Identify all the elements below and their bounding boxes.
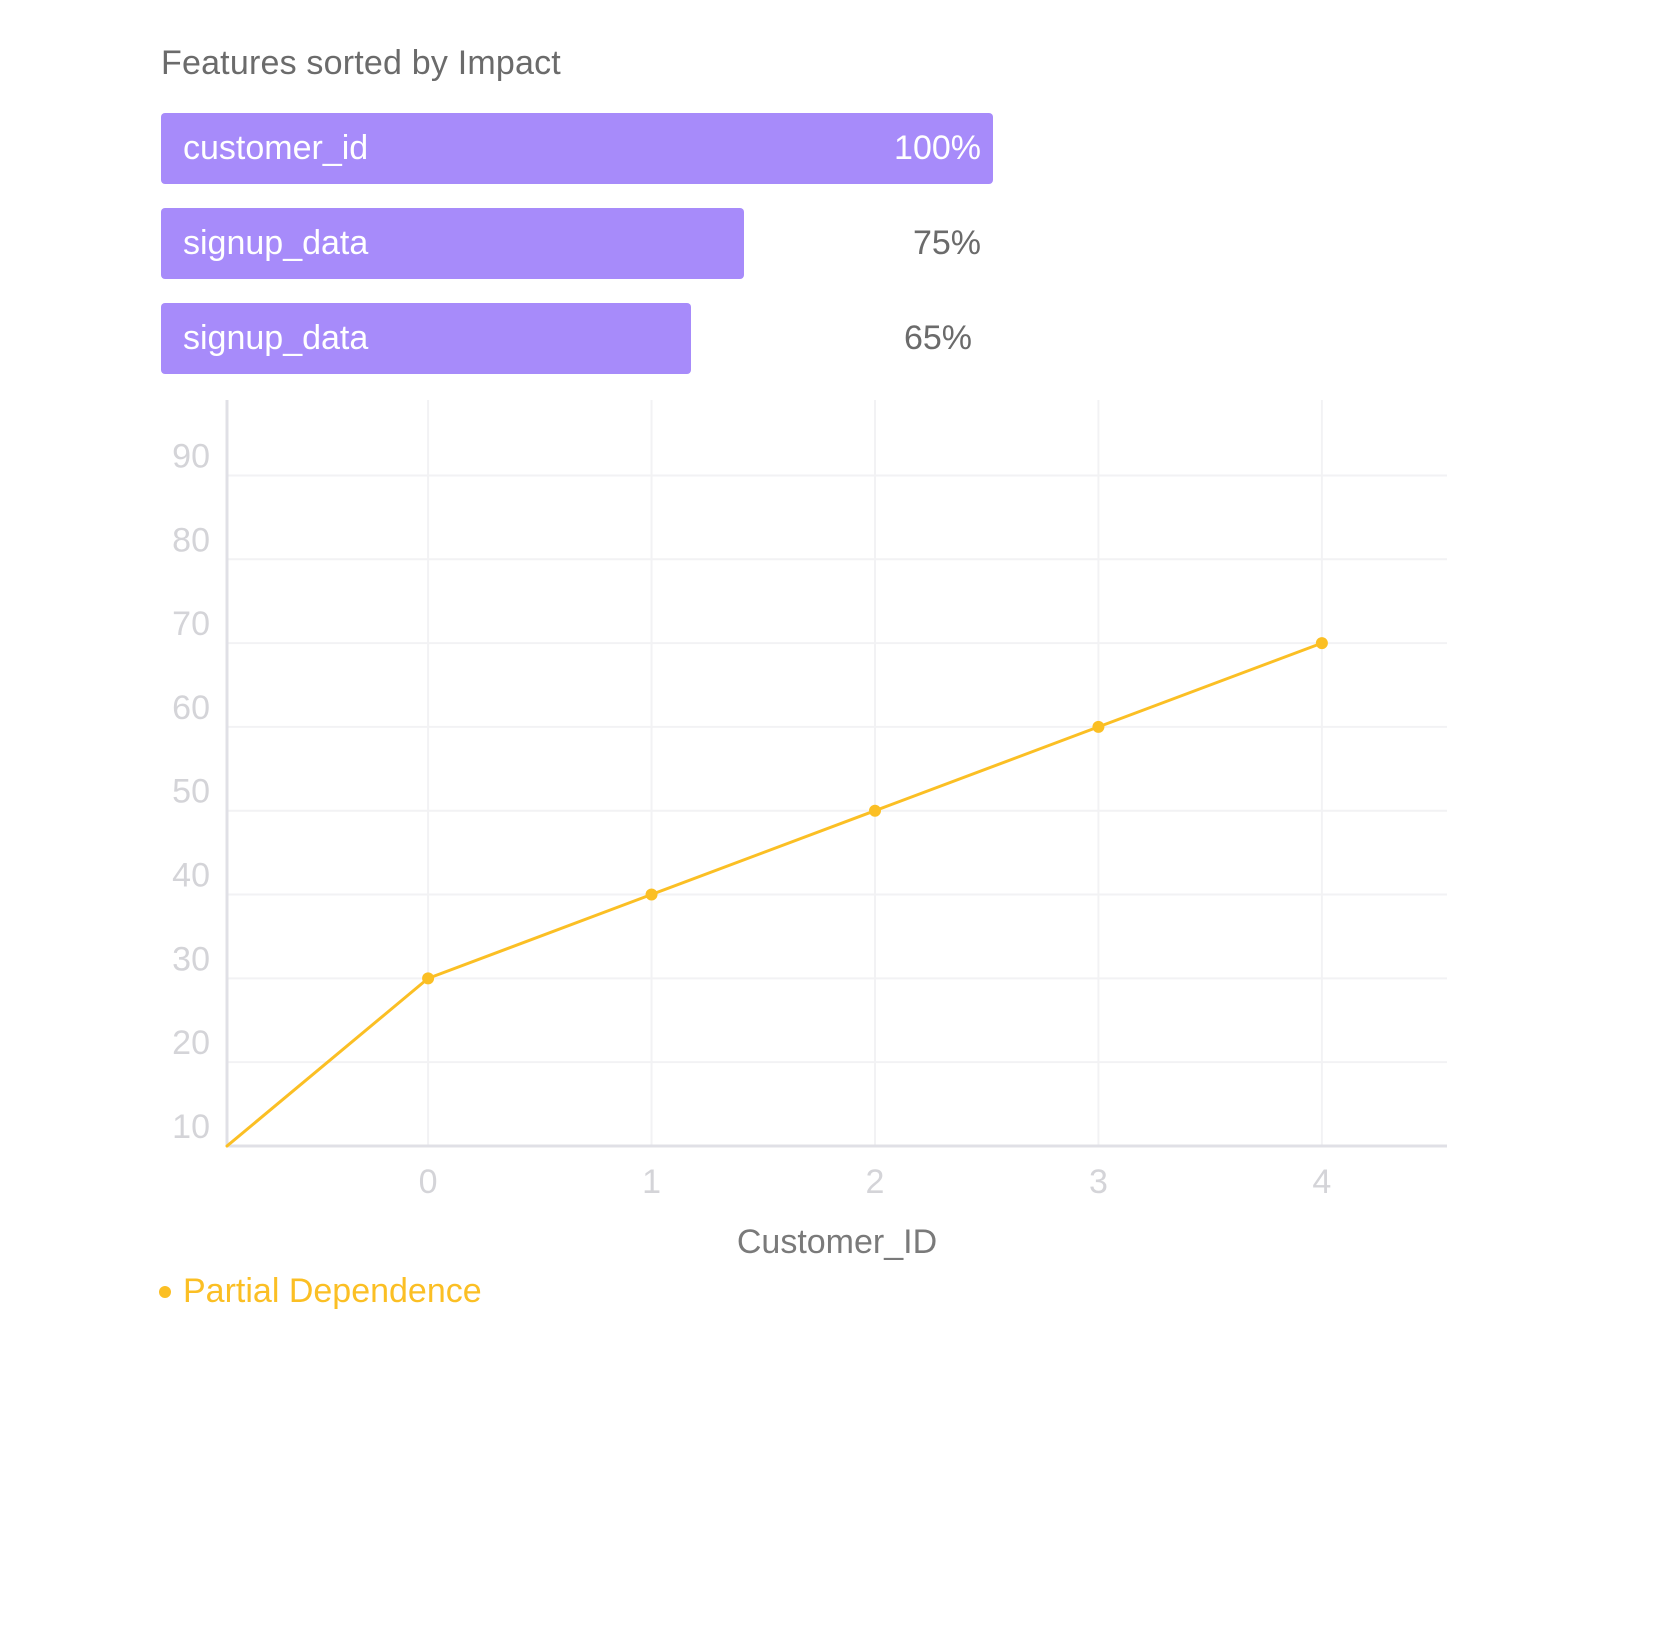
legend-marker (159, 1285, 171, 1298)
feature-row-3: signup_data 65% (161, 303, 1001, 374)
data-point (422, 972, 435, 985)
feature-value-3: 65% (903, 319, 972, 357)
data-point (645, 888, 658, 901)
feature-label-2: signup_data (183, 224, 369, 262)
feature-value-1: 100% (894, 129, 981, 167)
data-point (1315, 637, 1328, 650)
x-tick-label: 4 (1312, 1163, 1331, 1201)
feature-row-1: customer_id 100% (161, 113, 1001, 184)
feature-bar-2 (161, 208, 744, 279)
legend-label: Partial Dependence (183, 1272, 482, 1310)
x-axis-label: Customer_ID (737, 1223, 937, 1261)
y-tick-label: 90 (172, 437, 210, 475)
feature-bar-1 (161, 113, 993, 184)
y-tick-label: 60 (172, 689, 210, 727)
y-tick-label: 20 (172, 1024, 210, 1062)
panel-title: Features sorted by Impact (161, 44, 561, 82)
feature-label-1: customer_id (183, 129, 369, 167)
y-tick-label: 40 (172, 857, 210, 895)
x-tick-label: 2 (866, 1163, 885, 1201)
feature-label-3: signup_data (183, 319, 369, 357)
y-tick-label: 70 (172, 605, 210, 643)
x-tick-label: 3 (1089, 1163, 1108, 1201)
chart-legend: Partial Dependence (159, 1272, 482, 1311)
data-point (868, 804, 881, 817)
series-line (225, 641, 1324, 1148)
feature-row-2: signup_data 75% (161, 208, 1001, 279)
y-tick-label: 10 (172, 1108, 210, 1146)
y-tick-label: 30 (172, 940, 210, 978)
data-point (1092, 720, 1105, 733)
x-tick-label: 1 (642, 1163, 661, 1201)
y-tick-label: 80 (172, 521, 210, 559)
x-tick-label: 0 (419, 1163, 438, 1201)
feature-value-2: 75% (912, 224, 981, 262)
feature-bar-3 (161, 303, 691, 374)
y-tick-label: 50 (172, 773, 210, 811)
